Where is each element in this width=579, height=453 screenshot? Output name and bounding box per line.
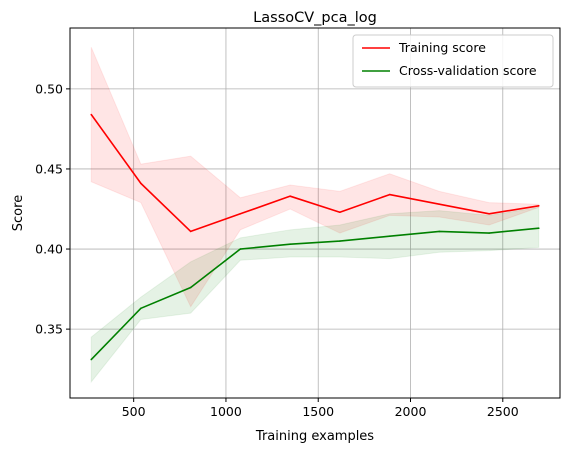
- point-cv: [90, 358, 93, 361]
- y-tick-label: 0.50: [35, 81, 63, 96]
- grid-lines: [70, 28, 560, 398]
- x-tick-label: 1500: [302, 404, 334, 419]
- x-tick-label: 500: [122, 404, 146, 419]
- y-tick-label: 0.40: [35, 242, 63, 257]
- legend: Training score Cross-validation score: [352, 34, 554, 88]
- point-cv: [438, 230, 441, 233]
- x-tick-label: 2500: [487, 404, 519, 419]
- point-training: [388, 193, 391, 196]
- point-cv: [239, 248, 242, 250]
- point-training: [537, 204, 540, 207]
- point-training: [140, 182, 142, 185]
- y-tick-label: 0.35: [35, 322, 63, 337]
- point-training: [438, 203, 441, 205]
- score-bands: [90, 47, 540, 384]
- point-training: [189, 230, 192, 233]
- band-training: [90, 47, 540, 308]
- point-cv: [189, 286, 192, 289]
- point-cv: [140, 307, 142, 310]
- line-cv: [90, 227, 539, 361]
- point-cv: [289, 243, 291, 246]
- point-cv: [388, 235, 391, 238]
- point-training: [239, 213, 242, 215]
- x-tick-label: 2000: [395, 404, 427, 419]
- point-training: [90, 113, 93, 116]
- point-cv: [488, 232, 490, 234]
- y-tick-label: 0.45: [35, 161, 63, 176]
- plot-frame: [69, 27, 561, 399]
- point-training: [339, 211, 341, 213]
- legend-label-cv: Cross-validation score: [399, 63, 537, 78]
- legend-box: [352, 34, 554, 88]
- point-training: [488, 213, 490, 215]
- axis-ticks: 500 1000 1500 2000 2500 0.35 0.40 0.45 0.50: [35, 81, 519, 419]
- score-lines: [90, 113, 540, 361]
- band-cv: [90, 206, 540, 384]
- y-axis-label: Score: [11, 195, 26, 231]
- point-cv: [537, 227, 540, 230]
- legend-label-training: Training score: [398, 40, 486, 55]
- point-training: [289, 195, 291, 197]
- x-axis-label: Training examples: [255, 429, 374, 444]
- point-cv: [339, 240, 341, 242]
- chart-title: LassoCV_pca_log: [253, 10, 377, 26]
- x-tick-label: 1000: [210, 404, 242, 419]
- line-training: [90, 114, 539, 233]
